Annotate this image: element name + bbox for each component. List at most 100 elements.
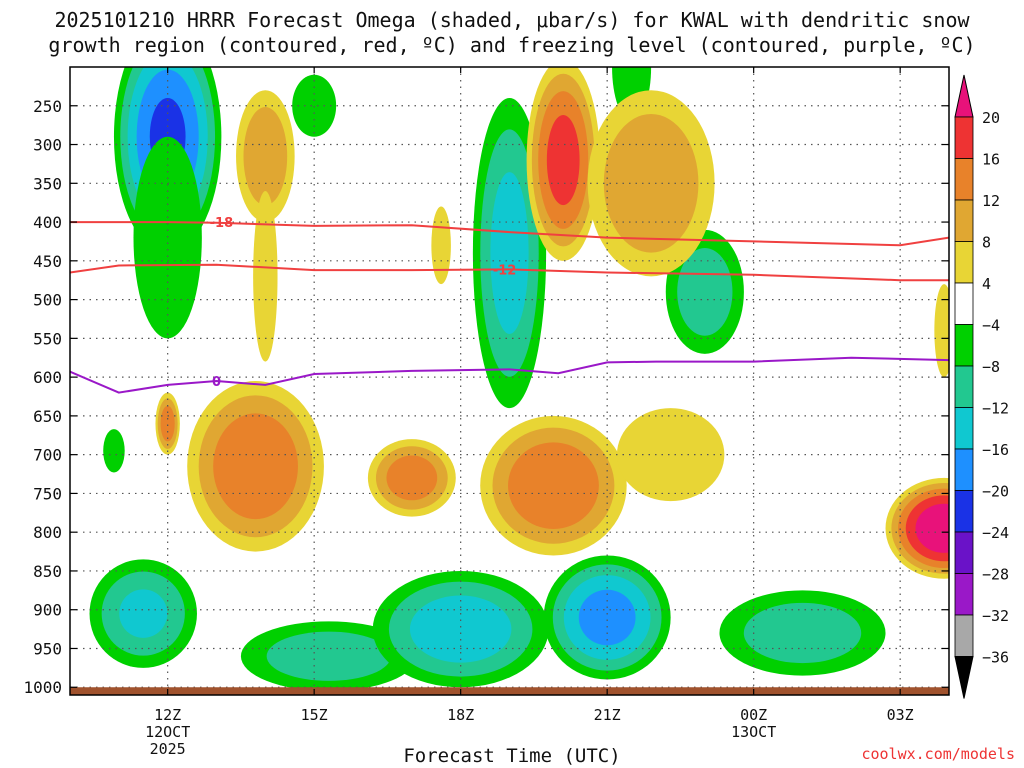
- colorbar-label-13: −36: [982, 649, 1009, 667]
- title-line-1: 2025101210 HRRR Forecast Omega (shaded, …: [54, 8, 970, 32]
- chart-title: 2025101210 HRRR Forecast Omega (shaded, …: [0, 8, 1024, 58]
- plot-frame: [69, 66, 950, 696]
- y-tick-label-650: 650: [33, 407, 62, 426]
- colorbar-bin: [954, 365, 974, 408]
- y-tick-label-250: 250: [33, 97, 62, 116]
- y-tick-label-550: 550: [33, 329, 62, 348]
- omega-band: [743, 602, 862, 664]
- colorbar-label-0: 20: [982, 109, 1000, 127]
- x-tick-label-12Z: 12Z: [154, 706, 181, 724]
- title-line-2: growth region (contoured, red, ºC) and f…: [48, 33, 976, 57]
- y-tick-label-750: 750: [33, 484, 62, 503]
- omega-band: [243, 107, 288, 206]
- colorbar-label-5: −4: [982, 317, 1000, 335]
- colorbar-label-9: −20: [982, 483, 1009, 501]
- omega-band: [119, 589, 168, 638]
- y-tick-label-400: 400: [33, 213, 62, 232]
- colorbar-bottom-arrow: [954, 656, 974, 699]
- colorbar-label-7: −12: [982, 400, 1009, 418]
- omega-band: [603, 113, 699, 253]
- x-tick-sublabel: 2025: [150, 740, 186, 758]
- y-tick-label-300: 300: [33, 136, 62, 155]
- y-tick-label-900: 900: [33, 601, 62, 620]
- omega-region-7: [240, 621, 417, 692]
- omega-band: [677, 247, 733, 336]
- omega-band: [546, 114, 580, 206]
- y-tick-label-450: 450: [33, 252, 62, 271]
- x-tick-label-03Z: 03Z: [887, 706, 914, 724]
- colorbar-label-11: −28: [982, 566, 1009, 584]
- omega-region-9: [543, 555, 671, 680]
- omega-region-18: [367, 439, 456, 517]
- x-tick-sublabel: 13OCT: [731, 723, 776, 741]
- contour-freezing_level: [70, 356, 949, 394]
- contour-dgz_minus12: [70, 263, 949, 282]
- omega-region-17: [187, 381, 324, 552]
- colorbar-label-6: −8: [982, 358, 1000, 376]
- omega-band: [578, 589, 636, 646]
- omega-region-16: [587, 90, 715, 277]
- omega-region-10: [719, 590, 886, 676]
- x-tick-sublabel: 12OCT: [145, 723, 190, 741]
- omega-band: [934, 284, 949, 378]
- contour-label-dgz_minus18: -18: [210, 216, 234, 231]
- omega-region-13: [253, 191, 278, 362]
- omega-region-23: [155, 392, 180, 455]
- y-tick-label-800: 800: [33, 523, 62, 542]
- ground-surface: [70, 687, 949, 695]
- omega-region-19: [480, 415, 627, 556]
- x-axis-label: Forecast Time (UTC): [403, 745, 621, 767]
- colorbar-label-8: −16: [982, 441, 1009, 459]
- omega-region-20: [616, 408, 725, 502]
- colorbar-label-1: 16: [982, 151, 1000, 169]
- colorbar-label-12: −32: [982, 607, 1009, 625]
- omega-band: [915, 503, 949, 553]
- omega-band: [133, 136, 202, 339]
- x-tick-label-15Z: 15Z: [301, 706, 328, 724]
- omega-region-11: [103, 429, 125, 473]
- x-tick-label-18Z: 18Z: [447, 706, 474, 724]
- colorbar-bin: [954, 241, 974, 284]
- omega-region-15: [526, 67, 600, 261]
- y-tick-label-950: 950: [33, 639, 62, 658]
- omega-region-14: [431, 206, 451, 285]
- omega-band: [160, 405, 175, 442]
- colorbar-bin: [954, 158, 974, 201]
- omega-region-22: [934, 284, 949, 378]
- colorbar-bin: [954, 448, 974, 491]
- omega-band: [266, 631, 391, 681]
- omega-region-1: [133, 136, 202, 339]
- colorbar-bin: [954, 573, 974, 616]
- omega-band: [103, 429, 125, 473]
- colorbar-bin: [954, 282, 974, 325]
- y-tick-label-1000: 1000: [23, 678, 62, 697]
- omega-band: [292, 74, 337, 137]
- omega-region-21: [885, 477, 949, 579]
- contour-label-freezing_level: 0: [212, 375, 221, 390]
- colorbar-bin: [954, 614, 974, 657]
- colorbar-label-2: 12: [982, 192, 1000, 210]
- colorbar-label-4: 4: [982, 275, 991, 293]
- omega-band: [409, 595, 512, 663]
- y-tick-label-500: 500: [33, 291, 62, 310]
- colorbar-label-10: −24: [982, 524, 1009, 542]
- contour-label-dgz_minus12: -12: [493, 263, 517, 278]
- omega-band: [253, 191, 278, 362]
- colorbar-bin: [954, 324, 974, 367]
- y-tick-label-600: 600: [33, 368, 62, 387]
- omega-band: [213, 413, 298, 520]
- colorbar-bin: [954, 116, 974, 159]
- colorbar-top-arrow: [954, 74, 974, 118]
- y-tick-label-350: 350: [33, 174, 62, 193]
- x-tick-label-21Z: 21Z: [594, 706, 621, 724]
- colorbar-bin: [954, 531, 974, 574]
- omega-region-12: [236, 90, 295, 223]
- omega-region-6: [89, 559, 197, 668]
- colorbar-bin: [954, 490, 974, 533]
- omega-band: [490, 172, 529, 335]
- credit-link[interactable]: coolwx.com/models: [861, 745, 1015, 763]
- contour-dgz_minus18: [70, 221, 949, 247]
- omega-region-8: [372, 570, 549, 688]
- omega-region-2: [292, 74, 337, 137]
